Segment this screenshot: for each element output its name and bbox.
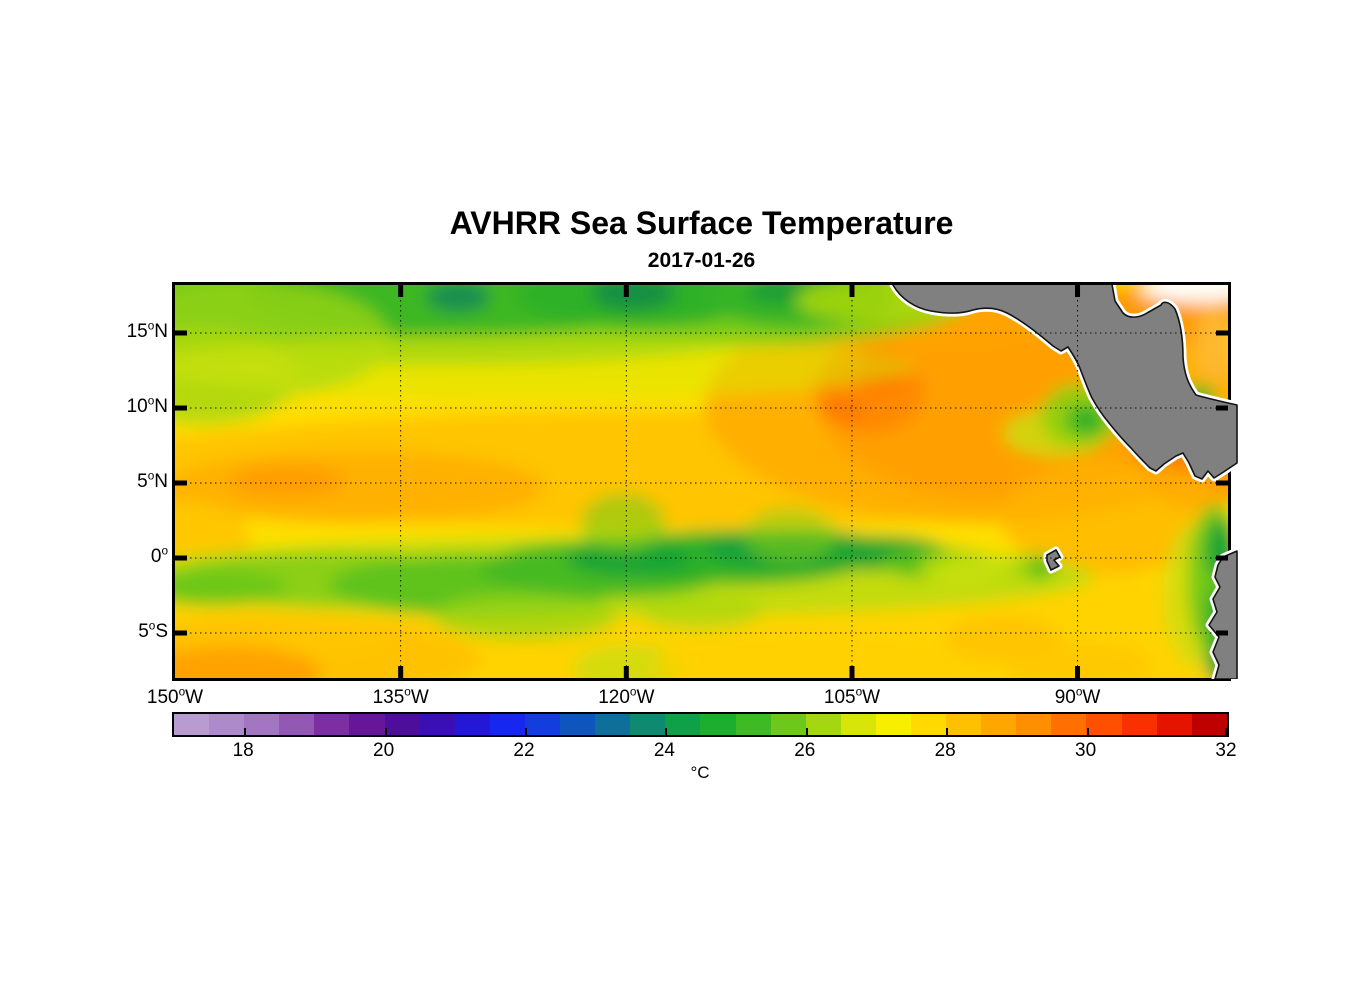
colorbar-tick-value: 18 bbox=[232, 740, 254, 761]
central-america-land bbox=[892, 285, 1238, 480]
colorbar-segment bbox=[314, 714, 350, 735]
colorbar-segment bbox=[1051, 714, 1087, 735]
colorbar-segment bbox=[946, 714, 982, 735]
colorbar-segment bbox=[665, 714, 701, 735]
colorbar-segment bbox=[384, 714, 420, 735]
y-tick-label: 5oN bbox=[137, 469, 168, 492]
colorbar-tick bbox=[525, 728, 527, 735]
colorbar-segment bbox=[419, 714, 455, 735]
graticule bbox=[175, 285, 1228, 678]
colorbar-tick bbox=[946, 728, 949, 735]
tick-right bbox=[1216, 555, 1228, 561]
colorbar-tick-value: 22 bbox=[513, 740, 535, 761]
colorbar-tick bbox=[1086, 728, 1089, 735]
colorbar-segment bbox=[630, 714, 666, 735]
x-tick-label: 150oW bbox=[146, 685, 204, 708]
sst-field bbox=[175, 285, 1228, 678]
colorbar-segment bbox=[1086, 714, 1122, 735]
colorbar-segment bbox=[244, 714, 280, 735]
tick-bottom bbox=[1075, 666, 1081, 678]
tick-right bbox=[1216, 480, 1228, 486]
colorbar-segment bbox=[279, 714, 315, 735]
colorbar-segment bbox=[349, 714, 385, 735]
tick-left bbox=[175, 630, 187, 636]
colorbar-tick-value: 26 bbox=[794, 740, 816, 761]
tick-right bbox=[1216, 405, 1228, 411]
tick-top bbox=[623, 285, 629, 297]
colorbar-tick-value: 32 bbox=[1215, 740, 1237, 761]
colorbar-unit-label: °C bbox=[690, 763, 710, 782]
colorbar-segment bbox=[700, 714, 736, 735]
colorbar-segment bbox=[209, 714, 245, 735]
tick-right bbox=[1216, 630, 1228, 636]
land-layer bbox=[889, 285, 1241, 679]
sst-field-svg bbox=[175, 285, 1241, 679]
y-tick-label: 10oN bbox=[126, 394, 168, 417]
colorbar-segment bbox=[560, 714, 596, 735]
sst-map-plot bbox=[172, 282, 1241, 681]
axis-ticks bbox=[175, 285, 1228, 678]
colorbar-tick bbox=[805, 728, 808, 735]
colorbar-segment bbox=[454, 714, 490, 735]
x-tick-label: 90oW bbox=[1054, 685, 1101, 708]
colorbar-segment bbox=[910, 714, 947, 735]
figure-date: 2017-01-26 bbox=[647, 249, 756, 272]
tick-left bbox=[175, 405, 187, 411]
page-title: AVHRR Sea Surface Temperature bbox=[449, 205, 954, 241]
colorbar-tick bbox=[244, 728, 247, 735]
colorbar-tick bbox=[384, 728, 387, 735]
colorbar-tick-value: 24 bbox=[653, 740, 675, 761]
landmass bbox=[892, 285, 1238, 679]
y-tick-label: 15oN bbox=[126, 319, 168, 342]
colorbar-segment bbox=[735, 714, 771, 735]
colorbar-tick bbox=[665, 728, 668, 735]
colorbar-segment bbox=[1016, 714, 1052, 735]
colorbar-segment bbox=[770, 714, 806, 735]
colorbar-gradient bbox=[174, 714, 1227, 735]
colorbar bbox=[172, 712, 1229, 737]
tick-left bbox=[175, 480, 187, 486]
colorbar-tick-value: 20 bbox=[373, 740, 395, 761]
colorbar-segment bbox=[1156, 714, 1192, 735]
x-tick-label: 120oW bbox=[598, 685, 655, 708]
colorbar-segment bbox=[875, 714, 911, 735]
colorbar-segment bbox=[489, 714, 525, 735]
tick-top bbox=[398, 285, 404, 297]
colorbar-segment bbox=[1191, 714, 1227, 735]
tick-top bbox=[849, 285, 855, 297]
tick-bottom bbox=[849, 666, 855, 678]
tick-bottom bbox=[398, 666, 404, 678]
tick-left bbox=[175, 555, 187, 561]
colorbar-segment bbox=[805, 714, 841, 735]
colorbar-tick-value: 28 bbox=[934, 740, 956, 761]
colorbar-segment bbox=[524, 714, 561, 735]
colorbar-segment bbox=[1121, 714, 1157, 735]
tick-right bbox=[1216, 330, 1228, 336]
tick-bottom bbox=[623, 666, 629, 678]
y-tick-label: 0o bbox=[150, 544, 168, 568]
tick-left bbox=[175, 330, 187, 336]
colorbar-tick bbox=[1225, 728, 1227, 735]
tick-top bbox=[1075, 285, 1081, 297]
south-america-land bbox=[1208, 550, 1238, 679]
colorbar-segment bbox=[595, 714, 631, 735]
y-tick-label: 5oS bbox=[138, 619, 168, 642]
galapagos-island bbox=[1046, 549, 1061, 571]
colorbar-segment bbox=[174, 714, 210, 735]
colorbar-segment bbox=[981, 714, 1017, 735]
colorbar-tick-value: 30 bbox=[1075, 740, 1097, 761]
colorbar-segment bbox=[840, 714, 876, 735]
x-tick-label: 105oW bbox=[823, 685, 881, 708]
x-tick-label: 135oW bbox=[372, 685, 429, 708]
